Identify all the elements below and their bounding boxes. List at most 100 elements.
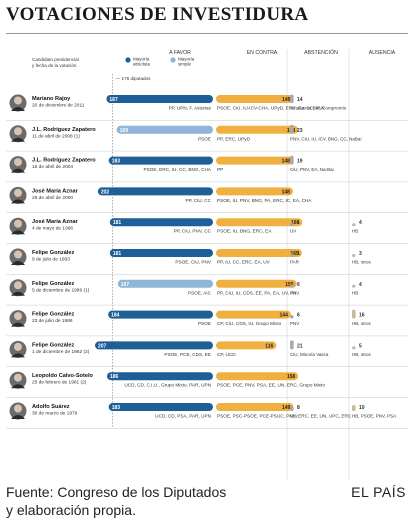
- favor-bar: [95, 341, 213, 349]
- vote-date: 20 de diciembre de 2011: [32, 103, 85, 109]
- abstention-bar: [290, 315, 294, 319]
- candidate-name: José María Aznar: [32, 188, 79, 194]
- header-contra: EN CONTRA: [247, 50, 278, 56]
- contra-value: 116: [265, 343, 273, 349]
- abstention-value: 21: [297, 343, 303, 349]
- abstention-parties: PNV: [290, 321, 299, 326]
- vote-row-6: Felipe González5 de diciembre de 1989 (1…: [6, 279, 408, 305]
- vote-date: 4 de mayo de 1996: [32, 226, 73, 232]
- candidate-portrait-face: [14, 220, 22, 228]
- favor-value: 181: [113, 251, 122, 257]
- contra-parties: PSOE, IU, BNG, ERC, EA: [217, 229, 272, 234]
- vote-row-2: J.L. Rodríguez Zapatero16 de abril de 20…: [6, 156, 408, 182]
- candidate-portrait-face: [14, 343, 22, 351]
- contra-value: 144: [280, 313, 289, 319]
- favor-parties: PSOE, AIC: [188, 290, 212, 295]
- header-favor: A FAVOR: [169, 50, 191, 56]
- absence-bar: [352, 285, 356, 288]
- favor-parties: PSOE: [198, 321, 211, 326]
- favor-parties: PSOE, ERC, IU, CC, BNG, CHA: [144, 167, 212, 172]
- favor-bar: [108, 311, 213, 319]
- vote-row-1: J.L. Rodríguez Zapatero11 de abril de 20…: [6, 125, 408, 151]
- absence-bar: [352, 223, 356, 226]
- brand-logo-text: EL PAÍS: [351, 483, 406, 501]
- vote-date: 25 de febrero de 1981 (2): [32, 380, 87, 386]
- favor-parties: UCD, CD, C.I.U., Grupo Mixto, PAR, UPN: [124, 383, 211, 388]
- abstention-value: 19: [297, 159, 303, 165]
- source-line-1: Fuente: Congreso de los Diputados: [6, 483, 226, 501]
- absence-bar: [352, 405, 356, 411]
- contra-value: 149: [282, 405, 291, 411]
- favor-parties: PP, UPN, F. Asturias: [169, 106, 212, 111]
- candidate-portrait-face: [14, 405, 22, 413]
- absence-parties: HB, otros: [352, 352, 372, 357]
- abstention-value: 23: [297, 128, 303, 134]
- abstention-parties: UV: [290, 229, 296, 234]
- abstention-parties: CiU, Minoría Vasca: [290, 352, 329, 357]
- vote-date: 30 de marzo de 1979: [32, 411, 78, 417]
- candidate-name: Leopoldo Calvo-Sotelo: [32, 373, 93, 379]
- candidate-name: José María Aznar: [32, 219, 79, 225]
- abstention-bar: [290, 406, 294, 411]
- absence-value: 10: [359, 405, 365, 411]
- absence-bar: [352, 346, 356, 349]
- vote-date: 23 de julio de 1986: [32, 318, 73, 324]
- contra-parties: PSOE, PCE, PNV, PSA, EE, UN, ERC, Grupo …: [217, 383, 325, 388]
- legend-simple-label-2: simple: [178, 62, 192, 67]
- absence-bar: [352, 254, 356, 257]
- abstention-bar: [290, 95, 294, 103]
- contra-value: 158: [287, 374, 296, 380]
- favor-value: 184: [111, 313, 120, 319]
- vote-row-0: Mariano Rajoy20 de diciembre de 2011187P…: [6, 95, 408, 121]
- candidate-name: J.L. Rodríguez Zapatero: [32, 127, 96, 133]
- contra-bar: [216, 249, 302, 257]
- absence-parties: HB, otros: [352, 321, 372, 326]
- legend-simple-dot: [170, 57, 175, 62]
- absence-value: 4: [359, 220, 362, 226]
- abstention-parties: CiU: [290, 414, 298, 419]
- candidate-name: Felipe González: [32, 312, 74, 318]
- candidate-name: Felipe González: [32, 342, 74, 348]
- header-candidate-label-2: y fecha de la votación: [32, 63, 77, 68]
- vote-date: 26 de abril de 2000: [32, 195, 73, 201]
- chart-title: VOTACIONES DE INVESTIDURA: [6, 4, 308, 26]
- vote-date: 1 de diciembre de 1982 (2): [32, 349, 90, 355]
- absence-parties: HB, otros: [352, 260, 372, 265]
- favor-value: 186: [110, 374, 119, 380]
- abstention-parties: PNV, CiU, IU, ICV, BNG, CC, NaBai: [290, 136, 361, 141]
- candidate-name: Felipe González: [32, 281, 74, 287]
- source-line-2: y elaboración propia.: [6, 501, 226, 519]
- favor-parties: PP, CiU, PNV, CC: [174, 229, 212, 234]
- favor-value: 202: [101, 189, 110, 195]
- abstention-value: 14: [297, 97, 303, 103]
- favor-value: 207: [98, 343, 107, 349]
- abstention-bar: [290, 223, 294, 226]
- favor-bar: [106, 95, 213, 103]
- candidate-name: Mariano Rajoy: [32, 96, 71, 102]
- candidate-name: J.L. Rodríguez Zapatero: [32, 158, 96, 164]
- favor-bar: [110, 218, 213, 226]
- candidate-name: Felipe González: [32, 250, 74, 256]
- contra-parties: CP, UCD: [217, 352, 236, 357]
- absence-parties: HB: [352, 229, 358, 234]
- favor-parties: UCD, CD, PSA, PAR, UPN: [155, 414, 211, 419]
- candidate-portrait-face: [14, 189, 22, 197]
- vote-date: 11 de abril de 2008 (1): [32, 133, 80, 139]
- absence-parties: HB, PSOE, PNV, PSA: [352, 414, 396, 419]
- candidate-portrait-face: [14, 127, 22, 135]
- absence-value: 3: [359, 251, 362, 257]
- abstention-parties: PNV: [290, 290, 299, 295]
- contra-parties: PP, ERC, UPyD: [217, 136, 251, 141]
- absence-bar: [352, 310, 356, 319]
- legend-absolute-label-2: absoluta: [133, 62, 151, 67]
- abstention-bar: [290, 340, 294, 349]
- abstention-value: 1: [297, 251, 300, 257]
- vote-date: 16 de abril de 2004: [32, 164, 73, 170]
- candidate-portrait-face: [14, 97, 22, 105]
- vote-date: 5 de diciembre de 1989 (1): [32, 287, 90, 293]
- contra-parties: CP, CiU, CDS, IU, Grupo Mixto: [217, 321, 282, 326]
- favor-bar: [109, 403, 213, 411]
- abstention-bar: [290, 125, 294, 134]
- favor-bar: [98, 187, 213, 195]
- candidate-portrait-face: [14, 251, 22, 259]
